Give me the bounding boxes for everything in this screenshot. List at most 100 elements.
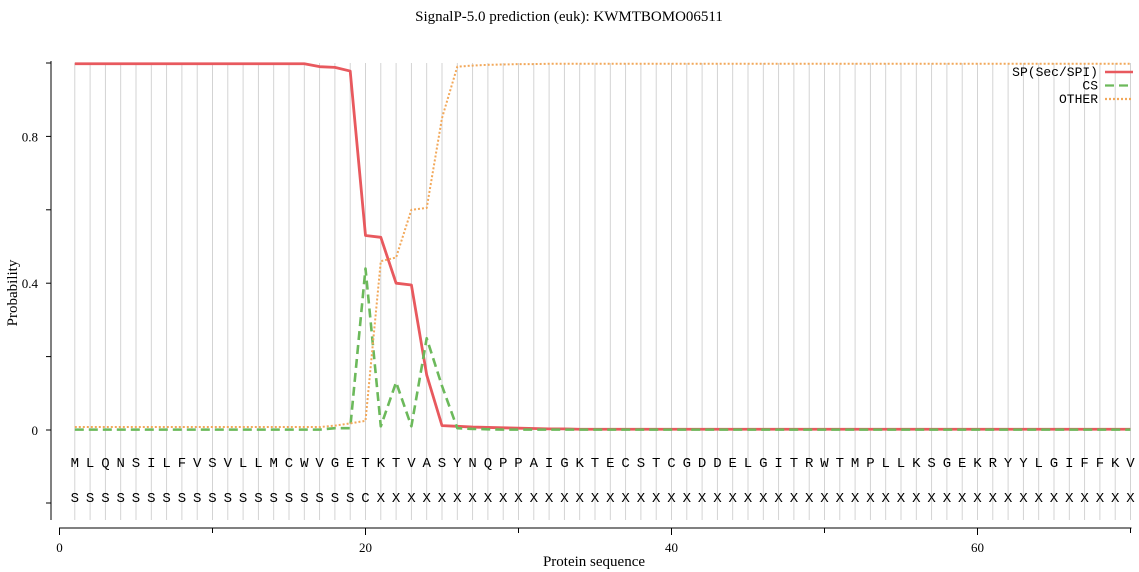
- residue-letter: I: [147, 456, 155, 472]
- residue-letter: K: [973, 456, 982, 472]
- residue-label: S: [193, 491, 201, 507]
- residue-letter: A: [530, 456, 539, 472]
- residue-label: X: [728, 491, 737, 507]
- residue-letter: L: [881, 456, 889, 472]
- residue-letter: T: [392, 456, 400, 472]
- residue-label: S: [346, 491, 354, 507]
- residue-letter: T: [591, 456, 599, 472]
- residue-label: X: [790, 491, 799, 507]
- residue-label: X: [1050, 491, 1059, 507]
- residue-letter: I: [1065, 456, 1073, 472]
- residue-label: S: [300, 491, 308, 507]
- residue-label: X: [606, 491, 615, 507]
- residue-letter: A: [422, 456, 431, 472]
- residue-label: X: [881, 491, 890, 507]
- residue-label: X: [377, 491, 386, 507]
- residue-label: S: [71, 491, 79, 507]
- residue-letter: E: [958, 456, 966, 472]
- residue-letter: S: [132, 456, 140, 472]
- residue-letter: C: [621, 456, 629, 472]
- residue-letter: N: [116, 456, 124, 472]
- residue-letter: G: [943, 456, 951, 472]
- residue-label: S: [239, 491, 247, 507]
- x-tick-label: 60: [971, 540, 984, 555]
- residue-letter: M: [71, 456, 79, 472]
- residue-letter: S: [637, 456, 645, 472]
- residue-label: X: [560, 491, 569, 507]
- residue-label: X: [1096, 491, 1105, 507]
- residue-label: X: [667, 491, 676, 507]
- residue-letter: K: [912, 456, 921, 472]
- residue-label: X: [530, 491, 539, 507]
- residue-letter: V: [193, 456, 202, 472]
- residue-label: S: [86, 491, 94, 507]
- residue-letter: L: [1034, 456, 1042, 472]
- residue-letter: Q: [101, 456, 109, 472]
- residue-label: X: [514, 491, 523, 507]
- y-tick-label: 0: [32, 423, 39, 438]
- residue-label: C: [361, 491, 369, 507]
- residue-letter: N: [468, 456, 476, 472]
- residue-letter: G: [1050, 456, 1058, 472]
- residue-letter: Y: [453, 456, 462, 472]
- residue-label: S: [315, 491, 323, 507]
- residue-letter: W: [300, 456, 309, 472]
- residue-letter: V: [1126, 456, 1135, 472]
- residue-letter: F: [1096, 456, 1104, 472]
- legend-label: SP(Sec/SPI): [1012, 65, 1098, 80]
- legend-label: OTHER: [1059, 92, 1098, 107]
- series-line-sp-sec-spi: [74, 62, 1131, 431]
- legend-label: CS: [1082, 79, 1098, 94]
- residue-label: X: [851, 491, 860, 507]
- residue-letter: T: [836, 456, 844, 472]
- residue-label: X: [1126, 491, 1135, 507]
- residue-label: S: [132, 491, 140, 507]
- residue-label: X: [575, 491, 584, 507]
- residue-letter: Y: [1004, 456, 1013, 472]
- residue-label: X: [912, 491, 921, 507]
- residue-letter: V: [224, 456, 233, 472]
- residue-letter: G: [331, 456, 339, 472]
- residue-label: S: [285, 491, 293, 507]
- x-axis-label: Protein sequence: [543, 554, 645, 570]
- residue-letter: E: [346, 456, 354, 472]
- residue-letter: L: [254, 456, 262, 472]
- residue-letter: K: [1111, 456, 1120, 472]
- residue-label: X: [1004, 491, 1013, 507]
- residue-letter: D: [713, 456, 721, 472]
- residue-letter: S: [438, 456, 446, 472]
- residue-letter: T: [652, 456, 660, 472]
- residue-label: S: [147, 491, 155, 507]
- residue-letter: S: [927, 456, 935, 472]
- residue-label: X: [545, 491, 554, 507]
- residue-letter: W: [820, 456, 829, 472]
- residue-letter: M: [851, 456, 859, 472]
- residue-label: S: [116, 491, 124, 507]
- residue-label: X: [973, 491, 982, 507]
- residue-label: S: [224, 491, 232, 507]
- residue-label: X: [820, 491, 829, 507]
- residue-label: X: [422, 491, 431, 507]
- residue-label: S: [269, 491, 277, 507]
- x-tick-label: 20: [359, 540, 372, 555]
- residue-label: X: [897, 491, 906, 507]
- residue-letter: L: [897, 456, 905, 472]
- residue-letter: V: [315, 456, 324, 472]
- residue-letter: Y: [1019, 456, 1028, 472]
- residue-letter: P: [514, 456, 522, 472]
- residue-letter: T: [790, 456, 798, 472]
- position-gridlines: [74, 63, 1131, 520]
- residue-letter: D: [698, 456, 706, 472]
- residue-label: X: [1034, 491, 1043, 507]
- residue-label: X: [1080, 491, 1089, 507]
- series-line-cs: [74, 267, 1131, 431]
- residue-letter: G: [560, 456, 568, 472]
- residue-label: S: [162, 491, 170, 507]
- residue-label: X: [713, 491, 722, 507]
- series-layer: [74, 62, 1131, 431]
- residue-letter: G: [683, 456, 691, 472]
- series-line-other: [74, 62, 1131, 429]
- residue-label: X: [591, 491, 600, 507]
